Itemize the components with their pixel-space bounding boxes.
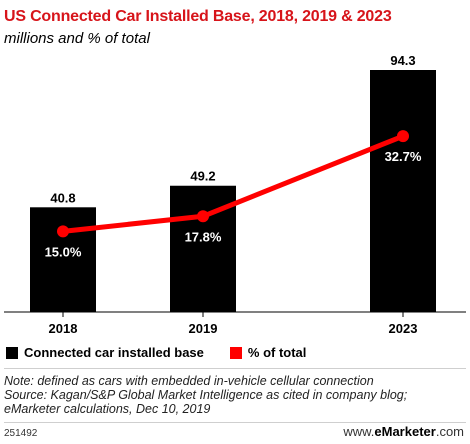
chart-title: US Connected Car Installed Base, 2018, 2… [4,8,392,25]
brand-logo: www.eMarketer.com [343,424,464,439]
chart-notes: Note: defined as cars with embedded in-v… [4,374,407,416]
chart-subtitle: millions and % of total [4,30,150,47]
line-point-2023 [397,130,409,143]
line-point-2019 [197,210,209,223]
line-value-label-2018: 15.0% [45,244,82,259]
line-value-label-2023: 32.7% [385,149,422,164]
bar-2018 [30,207,96,312]
line-point-2018 [57,225,69,238]
x-tick-label-2018: 2018 [49,321,78,336]
source-line: eMarketer calculations, Dec 10, 2019 [4,402,211,416]
legend-label-bars: Connected car installed base [24,345,204,360]
note-line: Note: defined as cars with embedded in-v… [4,374,374,388]
divider-bottom [4,422,466,423]
legend-item-bars: Connected car installed base [6,345,204,360]
x-tick-label-2023: 2023 [389,321,418,336]
chart-legend: Connected car installed base % of total [6,345,332,360]
chart-plot: 40.8 49.2 94.3 2018 2019 2023 15.0% 17.8% 32.7% [4,53,466,336]
chart-id: 251492 [4,428,38,439]
bar-value-label-2023: 94.3 [390,53,415,68]
divider-top [4,368,466,369]
source-line: Source: Kagan/S&P Global Market Intellig… [4,388,408,402]
bar-2023 [370,70,436,312]
legend-label-line: % of total [247,345,307,360]
bar-value-label-2018: 40.8 [50,190,75,205]
legend-item-line: % of total [229,345,307,360]
x-tick-label-2019: 2019 [189,321,218,336]
line-value-label-2019: 17.8% [185,229,222,244]
bar-value-label-2019: 49.2 [190,169,215,184]
legend-swatch-bars [6,346,18,359]
legend-swatch-line [229,346,242,359]
